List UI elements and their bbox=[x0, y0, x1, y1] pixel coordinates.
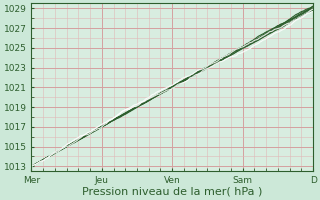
X-axis label: Pression niveau de la mer( hPa ): Pression niveau de la mer( hPa ) bbox=[82, 187, 262, 197]
